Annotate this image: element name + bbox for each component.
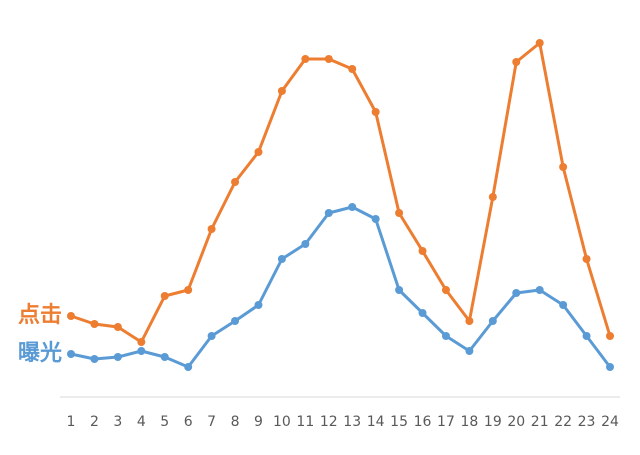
data-point <box>324 55 333 63</box>
x-tick-label: 19 <box>484 414 502 430</box>
x-tick-label: 17 <box>437 414 455 430</box>
data-point <box>67 350 75 358</box>
data-point <box>160 292 169 300</box>
data-point <box>371 108 380 116</box>
x-tick-label: 8 <box>231 414 240 430</box>
data-point <box>231 317 240 325</box>
data-point <box>582 332 591 340</box>
data-point <box>301 55 310 63</box>
x-tick-label: 9 <box>254 414 263 430</box>
data-point <box>277 87 286 95</box>
data-point <box>113 323 122 331</box>
data-point <box>254 148 263 156</box>
data-point <box>184 363 193 371</box>
data-point <box>254 301 263 309</box>
x-tick-label: 20 <box>507 414 525 430</box>
data-point <box>559 301 568 309</box>
data-point <box>418 309 427 317</box>
series-label: 点击 <box>18 302 62 328</box>
data-point <box>512 289 521 297</box>
data-point <box>160 353 169 361</box>
x-tick-label: 12 <box>320 414 338 430</box>
series-line <box>70 41 612 344</box>
data-point <box>231 178 240 186</box>
x-tick-label: 16 <box>414 414 432 430</box>
x-tick-label: 13 <box>343 414 361 430</box>
data-point <box>465 317 474 325</box>
data-point <box>441 332 450 340</box>
data-point <box>348 203 357 211</box>
data-point <box>113 353 122 361</box>
data-point <box>441 286 450 294</box>
data-point <box>395 209 404 217</box>
x-tick-label: 6 <box>184 414 193 430</box>
data-point <box>207 332 216 340</box>
x-tick-label: 4 <box>137 414 146 430</box>
data-point <box>277 255 286 263</box>
series-label: 曝光 <box>18 341 62 366</box>
x-tick-label: 14 <box>367 414 385 430</box>
data-point <box>90 320 99 328</box>
data-point <box>418 247 427 255</box>
x-tick-label: 2 <box>90 414 99 430</box>
x-tick-label: 10 <box>273 414 291 430</box>
data-point <box>90 355 99 363</box>
data-point <box>395 286 404 294</box>
data-point <box>137 338 146 346</box>
data-point <box>184 286 193 294</box>
data-point <box>324 209 333 217</box>
x-tick-label: 7 <box>207 414 216 430</box>
data-point <box>535 286 544 294</box>
data-point <box>582 255 591 263</box>
data-point <box>465 347 474 355</box>
data-point <box>67 312 75 320</box>
data-point <box>348 65 357 73</box>
data-point <box>137 347 146 355</box>
data-point <box>371 215 380 223</box>
data-point <box>512 58 521 66</box>
data-point <box>606 363 614 371</box>
x-tick-label: 22 <box>554 414 572 430</box>
x-tick-label: 5 <box>160 414 169 430</box>
x-tick-label: 24 <box>601 414 619 430</box>
data-point <box>559 163 568 171</box>
x-tick-label: 18 <box>460 414 478 430</box>
data-point <box>535 39 544 47</box>
data-point <box>207 225 216 233</box>
data-point <box>606 332 614 340</box>
x-tick-label: 1 <box>67 414 76 430</box>
data-point <box>488 193 497 201</box>
x-tick-label: 23 <box>578 414 596 430</box>
x-tick-label: 15 <box>390 414 408 430</box>
data-point <box>301 240 310 248</box>
x-tick-label: 11 <box>296 414 314 430</box>
x-tick-label: 3 <box>113 414 122 430</box>
data-point <box>488 317 497 325</box>
x-tick-label: 21 <box>531 414 549 430</box>
series-line <box>70 205 612 369</box>
